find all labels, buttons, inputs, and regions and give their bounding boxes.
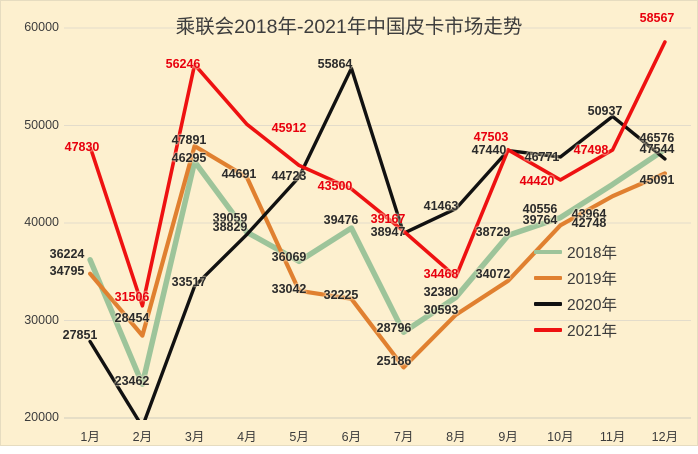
legend-swatch-icon xyxy=(534,276,562,280)
x-axis-tick-label: 8月 xyxy=(446,430,466,444)
data-label: 46771 xyxy=(524,150,560,164)
data-label: 38729 xyxy=(475,225,511,239)
data-label: 27851 xyxy=(62,328,98,342)
data-label: 33517 xyxy=(171,275,207,289)
data-label: 38947 xyxy=(370,225,406,239)
data-label: 36069 xyxy=(271,250,307,264)
data-label: 36224 xyxy=(49,247,85,261)
data-label: 47544 xyxy=(639,142,675,156)
series-line-2020年 xyxy=(88,66,667,420)
data-label: 30593 xyxy=(423,303,459,317)
data-label: 44420 xyxy=(519,174,555,188)
data-label: 32380 xyxy=(423,285,459,299)
legend-swatch-icon xyxy=(534,328,562,332)
page-title: 乘联会2018年-2021年中国皮卡市场走势 xyxy=(175,16,523,38)
data-label: 28796 xyxy=(376,321,412,335)
data-label: 45912 xyxy=(271,121,307,135)
data-label: 39764 xyxy=(522,213,558,227)
legend-item-label: 2020年 xyxy=(567,297,617,314)
x-axis-tick-label: 6月 xyxy=(341,430,362,444)
data-label: 43964 xyxy=(571,207,607,221)
y-axis-tick-label: 20000 xyxy=(24,410,59,424)
data-label: 46295 xyxy=(171,151,207,165)
data-label: 44723 xyxy=(271,169,307,183)
series-lines xyxy=(87,40,668,420)
data-label: 39059 xyxy=(212,211,248,225)
data-label: 41463 xyxy=(423,199,459,213)
data-label: 34795 xyxy=(49,264,85,278)
data-label: 43500 xyxy=(317,179,353,193)
y-axis-tick-label: 60000 xyxy=(24,20,59,34)
data-label: 34468 xyxy=(423,267,459,281)
data-label: 56246 xyxy=(165,57,201,71)
x-axis-tick-label: 3月 xyxy=(184,430,205,444)
series-line-2021年 xyxy=(88,40,667,308)
legend-swatch-icon xyxy=(534,302,562,306)
data-label: 25186 xyxy=(376,354,412,368)
x-axis-tick-label: 12月 xyxy=(651,430,679,444)
data-label: 47891 xyxy=(171,133,207,147)
legend-item-2021年[interactable]: 2021年 xyxy=(534,317,617,343)
data-label: 47503 xyxy=(473,130,509,144)
data-label: 38829 xyxy=(212,220,248,234)
data-label: 23462 xyxy=(114,374,150,388)
legend-item-2018年[interactable]: 2018年 xyxy=(534,239,617,265)
data-label: 50937 xyxy=(587,104,623,118)
x-axis-tick-label: 9月 xyxy=(498,430,518,444)
data-label: 47440 xyxy=(471,143,507,157)
data-label: 44691 xyxy=(221,167,257,181)
data-label: 42748 xyxy=(571,216,607,230)
series-line-2018年 xyxy=(87,146,668,387)
x-axis-tick-label: 1月 xyxy=(80,430,100,444)
data-label: 45091 xyxy=(639,173,675,187)
legend-item-label: 2019年 xyxy=(567,271,617,288)
data-label: 34072 xyxy=(475,267,511,281)
data-label: 31506 xyxy=(114,290,150,304)
x-axis-tick-label: 11月 xyxy=(599,430,626,444)
legend-item-label: 2018年 xyxy=(567,245,617,262)
data-label: 33042 xyxy=(271,282,307,296)
data-label: 47498 xyxy=(573,143,609,157)
plot-area xyxy=(64,27,691,420)
data-label: 47830 xyxy=(64,140,100,154)
data-label: 40556 xyxy=(522,202,558,216)
x-axis-tick-label: 5月 xyxy=(289,430,309,444)
y-axis-tick-label: 30000 xyxy=(24,312,59,327)
series-line-2019年 xyxy=(87,144,668,370)
x-axis-tick-label: 2月 xyxy=(132,430,153,444)
data-label: 39167 xyxy=(370,212,406,226)
x-axis-tick-label: 4月 xyxy=(237,430,257,444)
y-axis-tick-label: 40000 xyxy=(24,215,59,229)
gridlines xyxy=(64,27,691,419)
data-label: 58567 xyxy=(639,11,675,25)
legend-item-label: 2021年 xyxy=(567,323,617,340)
legend-item-2020年[interactable]: 2020年 xyxy=(534,291,617,317)
data-label: 32225 xyxy=(323,288,359,302)
legend: 2018年 2019年 2020年 2021年 xyxy=(534,239,617,343)
x-axis-tick-label: 10月 xyxy=(547,430,574,444)
data-label: 55864 xyxy=(317,57,353,71)
data-label: 39476 xyxy=(323,213,359,227)
legend-item-2019年[interactable]: 2019年 xyxy=(534,265,617,291)
legend-swatch-icon xyxy=(534,250,562,254)
x-axis-tick-label: 7月 xyxy=(393,430,414,444)
data-label: 46576 xyxy=(639,131,675,145)
y-axis-tick-label: 50000 xyxy=(24,117,59,132)
data-label: 28454 xyxy=(114,311,150,325)
